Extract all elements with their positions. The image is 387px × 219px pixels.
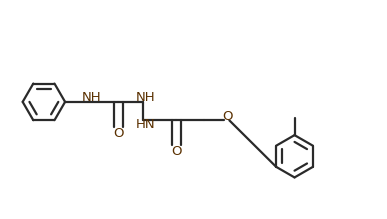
Text: O: O xyxy=(113,127,123,140)
Text: O: O xyxy=(171,145,182,158)
Text: O: O xyxy=(222,110,232,123)
Text: NH: NH xyxy=(82,91,101,104)
Text: NH: NH xyxy=(136,91,156,104)
Text: HN: HN xyxy=(136,118,156,131)
